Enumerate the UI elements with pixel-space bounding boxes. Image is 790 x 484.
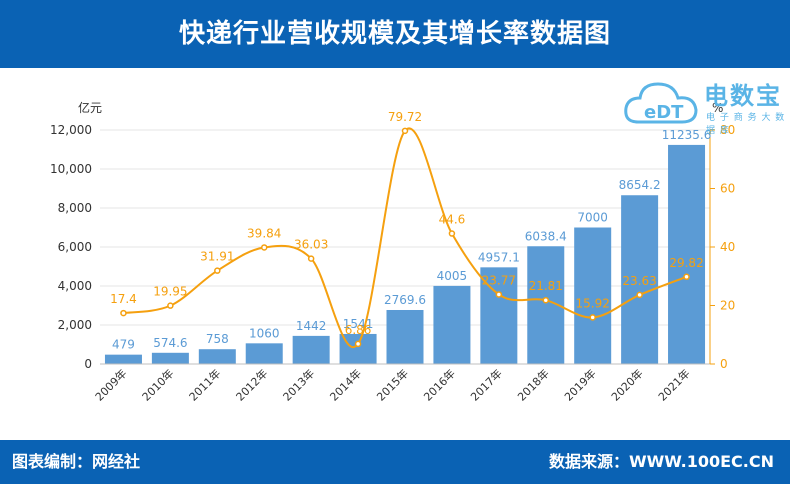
bar-value-label: 7000 bbox=[577, 211, 608, 225]
growth-rate-point bbox=[589, 314, 596, 321]
x-tick-label: 2013年 bbox=[280, 366, 317, 403]
y-tick-label: 6,000 bbox=[58, 240, 92, 254]
bar bbox=[339, 333, 377, 364]
bar-value-label: 8654.2 bbox=[619, 178, 661, 192]
y2-axis-title: % bbox=[712, 101, 723, 115]
growth-rate-point bbox=[120, 309, 127, 317]
growth-rate-point bbox=[167, 302, 174, 309]
y2-tick-label: 40 bbox=[720, 240, 735, 254]
growth-rate-label: 21.81 bbox=[529, 279, 563, 293]
watermark-logo: eDT 电数宝 电 子 商 务 大 数 据 库 bbox=[622, 70, 790, 140]
x-tick-label: 2020年 bbox=[608, 366, 645, 403]
logo-text: eDT bbox=[644, 102, 684, 123]
y-tick-label: 12,000 bbox=[50, 123, 92, 137]
bar-value-label: 6038.4 bbox=[525, 229, 567, 243]
growth-rate-label: 17.4 bbox=[110, 292, 137, 306]
y2-tick-label: 60 bbox=[720, 182, 735, 196]
growth-rate-point bbox=[307, 255, 315, 262]
y-axis-title: 亿元 bbox=[78, 100, 102, 115]
growth-rate-label: 19.95 bbox=[153, 285, 187, 299]
x-tick-label: 2011年 bbox=[186, 366, 223, 403]
bar bbox=[668, 144, 706, 364]
growth-rate-label: 36.03 bbox=[294, 238, 328, 252]
growth-rate-point bbox=[214, 267, 221, 274]
bar-value-label: 479 bbox=[112, 338, 135, 352]
header-banner bbox=[0, 0, 790, 68]
bar bbox=[574, 227, 612, 364]
growth-rate-point bbox=[683, 273, 690, 281]
y-tick-label: 4,000 bbox=[58, 279, 92, 293]
growth-rate-label: 23.77 bbox=[482, 273, 516, 287]
cloud-icon: eDT bbox=[624, 82, 698, 124]
y2-tick-label: 20 bbox=[720, 299, 735, 313]
footer-banner: 图表编制：网经社 数据来源：WWW.100EC.CN bbox=[0, 440, 790, 484]
bar-value-label: 574.6 bbox=[153, 336, 187, 350]
bar-value-label: 2769.6 bbox=[384, 293, 426, 307]
x-tick-label: 2018年 bbox=[514, 366, 551, 403]
x-tick-label: 2021年 bbox=[655, 366, 692, 403]
growth-rate-label: 23.63 bbox=[622, 274, 656, 288]
growth-rate-point bbox=[354, 340, 362, 348]
bar bbox=[245, 343, 283, 364]
growth-rate-point bbox=[542, 296, 550, 304]
x-tick-label: 2012年 bbox=[233, 366, 270, 403]
x-tick-label: 2016年 bbox=[421, 366, 458, 403]
growth-rate-label: 6.86 bbox=[345, 323, 372, 337]
bar bbox=[621, 195, 659, 364]
bar bbox=[386, 309, 424, 364]
y-tick-label: 8,000 bbox=[58, 201, 92, 215]
growth-rate-label: 15.92 bbox=[576, 296, 610, 310]
bar-value-label: 758 bbox=[206, 332, 229, 346]
bar-value-label: 4957.1 bbox=[478, 250, 520, 264]
x-tick-label: 2009年 bbox=[92, 366, 129, 403]
x-tick-label: 2017年 bbox=[467, 366, 504, 403]
growth-rate-line bbox=[123, 127, 687, 349]
growth-rate-point bbox=[495, 291, 503, 298]
x-tick-label: 2019年 bbox=[561, 366, 598, 403]
x-tick-label: 2010年 bbox=[139, 366, 176, 403]
chart: 0 2,000 4,000 6,000 8,000 10,000 12,000 0 20 40 60… bbox=[50, 100, 735, 404]
growth-rate-point bbox=[448, 230, 456, 237]
bar bbox=[104, 354, 142, 364]
growth-rate-label: 31.91 bbox=[200, 250, 234, 264]
growth-rate-point bbox=[260, 244, 268, 251]
bar bbox=[433, 285, 471, 364]
x-tick-label: 2014年 bbox=[327, 366, 364, 403]
bar-value-label: 1060 bbox=[249, 326, 280, 340]
bar-value-label: 1442 bbox=[296, 319, 327, 333]
bar-value-label: 11235.6 bbox=[662, 128, 712, 142]
page-title: 快递行业营收规模及其增长率数据图 bbox=[178, 19, 611, 49]
watermark-brand: 电数宝 bbox=[704, 82, 782, 110]
growth-rate-label: 79.72 bbox=[388, 110, 422, 124]
y-tick-label: 10,000 bbox=[50, 162, 92, 176]
y-tick-label: 2,000 bbox=[58, 318, 92, 332]
bar-value-label: 4005 bbox=[437, 269, 468, 283]
growth-rate-label: 39.84 bbox=[247, 226, 281, 240]
growth-rate-label: 29.82 bbox=[669, 256, 703, 270]
y2-tick-label: 80 bbox=[720, 123, 735, 137]
footer-source: 数据来源：WWW.100EC.CN bbox=[548, 452, 774, 471]
bar bbox=[151, 352, 189, 364]
bar bbox=[198, 349, 236, 364]
growth-rate-label: 44.6 bbox=[439, 213, 466, 227]
y-tick-label: 0 bbox=[84, 357, 92, 371]
watermark-sub: 电 子 商 务 大 数 据 库 bbox=[706, 113, 786, 136]
bar bbox=[292, 335, 330, 364]
y2-tick-label: 0 bbox=[720, 357, 728, 371]
footer-credit: 图表编制：网经社 bbox=[12, 452, 141, 471]
growth-rate-point bbox=[401, 127, 409, 135]
growth-rate-point bbox=[636, 291, 643, 299]
x-tick-label: 2015年 bbox=[374, 366, 411, 403]
